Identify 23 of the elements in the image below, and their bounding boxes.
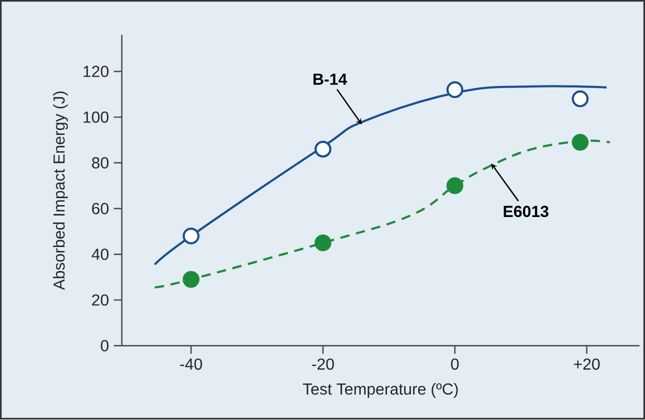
y-tick-label: 60: [92, 203, 108, 214]
y-tick-label: 40: [92, 248, 108, 260]
point: [446, 178, 464, 194]
point: [446, 82, 464, 98]
point: [572, 90, 589, 108]
point: [314, 140, 332, 158]
y-tick-label: 80: [92, 157, 108, 169]
y-tick-label: 0: [100, 340, 108, 352]
point: [182, 228, 200, 245]
point: [572, 134, 589, 151]
x-tick-label: 0: [451, 358, 459, 370]
x-axis-title: Test Temperature (ºC): [302, 383, 458, 398]
y-tick-label: 120: [84, 66, 108, 78]
text: E6013: [504, 206, 548, 218]
x-tick-label: -20: [312, 358, 334, 370]
point: [314, 234, 332, 252]
point: [182, 271, 200, 288]
text: B-14: [314, 74, 348, 85]
x-tick-label: -40: [180, 358, 202, 370]
y-tick-label: 20: [92, 294, 108, 306]
y-tick-label: 100: [84, 112, 108, 124]
y-axis-title: Absorbed Impact Energy (J): [52, 92, 68, 290]
x-tick-label: +20: [574, 358, 600, 370]
